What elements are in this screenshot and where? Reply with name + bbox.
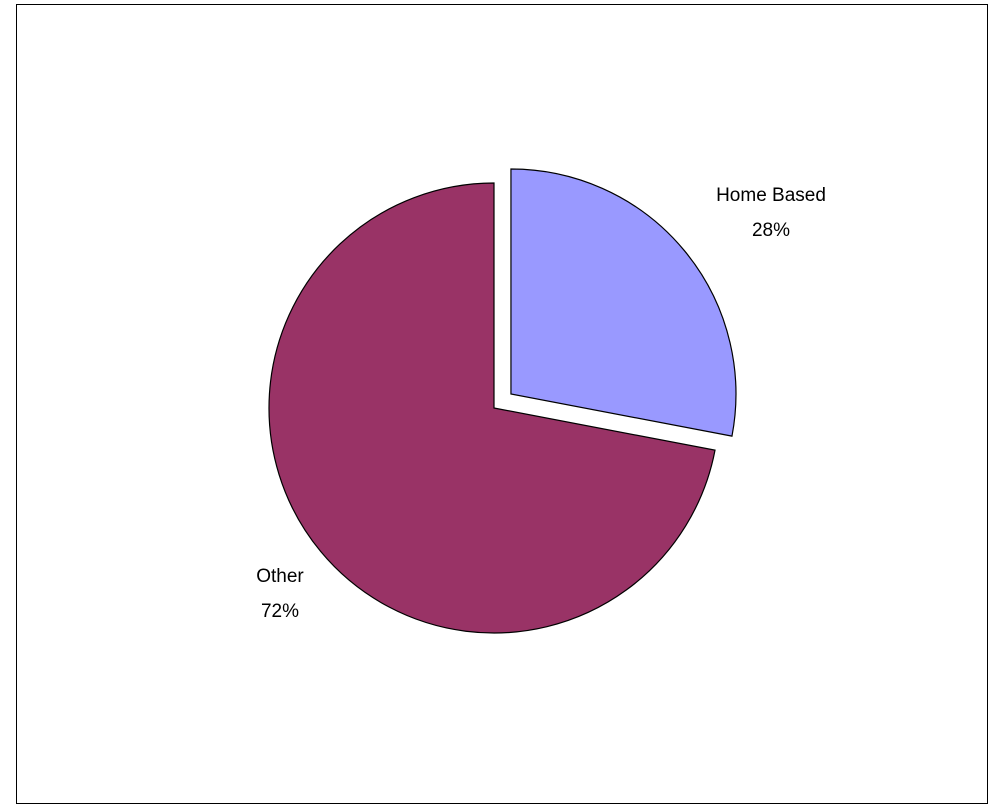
slice-label-other: Other	[256, 566, 304, 587]
slice-label-home-based: Home Based	[716, 185, 826, 206]
pie-labels: Home Based 28% Other 72%	[256, 185, 826, 622]
pie-slice-home-based	[510, 168, 737, 437]
chart-area	[16, 4, 988, 804]
pie-slice-other	[268, 182, 716, 634]
slice-percent-home-based: 28%	[752, 220, 790, 241]
slice-percent-other: 72%	[261, 601, 299, 622]
pie-slices	[268, 168, 737, 634]
